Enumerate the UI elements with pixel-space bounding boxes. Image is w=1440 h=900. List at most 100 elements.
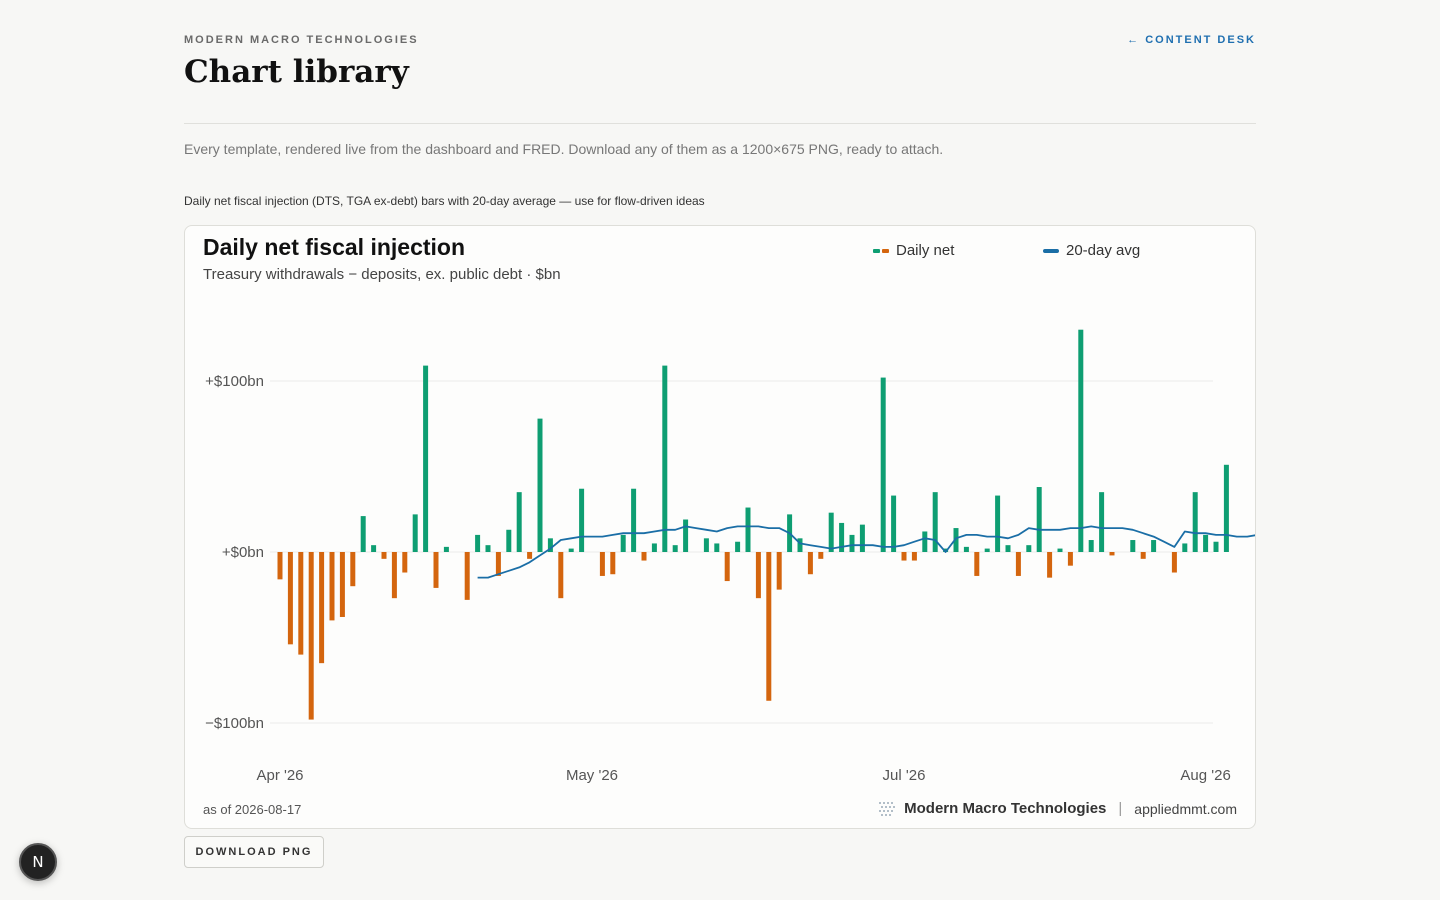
bar-daily-net [631, 488, 637, 552]
bar-daily-net [922, 531, 928, 552]
bar-daily-net [974, 552, 980, 576]
x-tick-label: Apr '26 [256, 767, 303, 784]
n-logo-icon: N [32, 853, 44, 871]
bar-daily-net [859, 524, 865, 552]
bar-daily-net [1192, 492, 1198, 552]
chart-subtitle: Treasury withdrawals − deposits, ex. pub… [203, 266, 561, 283]
bar-daily-net [766, 552, 772, 701]
bar-daily-net [339, 552, 345, 617]
bar-daily-net [1182, 543, 1188, 552]
bar-daily-net [506, 529, 512, 552]
bar-daily-net [776, 552, 782, 590]
bar-daily-net [1026, 545, 1032, 552]
bar-daily-net [485, 545, 491, 552]
bar-daily-net [298, 552, 304, 655]
bar-daily-net [880, 377, 886, 552]
bar-daily-net [703, 538, 709, 552]
y-tick-label: +$0bn [222, 544, 264, 561]
bar-daily-net [537, 418, 543, 552]
y-tick-label: −$100bn [205, 715, 264, 732]
bar-daily-net [360, 516, 366, 552]
bar-daily-net [381, 552, 387, 559]
brand-footer: Modern Macro Technologies | appliedmmt.c… [878, 800, 1237, 817]
bar-daily-net [1099, 492, 1105, 552]
bar-daily-net [662, 365, 668, 552]
bar-daily-net [735, 541, 741, 552]
bar-daily-net [277, 552, 283, 580]
header-divider [184, 123, 1256, 124]
bar-daily-net [724, 552, 730, 582]
bar-daily-net [995, 495, 1001, 552]
bar-daily-net [423, 365, 429, 552]
bar-daily-net [641, 552, 647, 561]
bar-daily-net [308, 552, 314, 720]
bar-daily-net [901, 552, 907, 561]
bar-daily-net [1067, 552, 1073, 566]
x-tick-label: May '26 [566, 767, 618, 784]
bar-daily-net [755, 552, 761, 599]
bar-daily-net [818, 552, 824, 559]
as-of-date: as of 2026-08-17 [203, 802, 302, 817]
bar-daily-net [1078, 329, 1084, 552]
bar-daily-net [984, 548, 990, 552]
bar-daily-net [350, 552, 356, 587]
bar-daily-net [464, 552, 470, 600]
bar-daily-net [932, 492, 938, 552]
bar-daily-net [807, 552, 813, 575]
content-desk-link[interactable]: ← CONTENT DESK [1127, 34, 1256, 46]
bar-daily-net [714, 543, 720, 552]
bar-daily-net [1057, 548, 1063, 552]
bar-daily-net [1088, 540, 1094, 552]
bar-daily-net [1140, 552, 1146, 559]
dev-tools-button[interactable]: N [19, 843, 57, 881]
bar-daily-net [329, 552, 335, 621]
brand-separator: | [1118, 800, 1123, 817]
download-png-button[interactable]: DOWNLOAD PNG [184, 836, 324, 868]
bar-daily-net [610, 552, 616, 575]
y-tick-label: +$100bn [205, 373, 264, 390]
bar-daily-net [558, 552, 564, 599]
bar-daily-net [953, 528, 959, 552]
bar-daily-net [1130, 540, 1136, 552]
legend-20day-avg-label: 20-day avg [1066, 242, 1141, 259]
bar-daily-net [371, 545, 377, 552]
bar-daily-net [599, 552, 605, 576]
brand-name: Modern Macro Technologies [904, 800, 1107, 817]
bar-daily-net [568, 548, 574, 552]
brand-dots-icon [879, 801, 896, 816]
bar-daily-net [745, 507, 751, 552]
bar-daily-net [849, 534, 855, 552]
bar-daily-net [1015, 552, 1021, 576]
chart-caption: Daily net fiscal injection (DTS, TGA ex-… [184, 194, 705, 208]
bar-daily-net [651, 543, 657, 552]
bar-daily-net [672, 545, 678, 552]
bar-daily-net [402, 552, 408, 573]
bar-daily-net [433, 552, 439, 588]
bar-daily-net [1223, 464, 1229, 552]
bar-daily-net [963, 546, 969, 552]
x-tick-label: Jul '26 [883, 767, 926, 784]
bar-daily-net [516, 492, 522, 552]
bar-daily-net [797, 538, 803, 552]
bar-daily-net [1213, 541, 1219, 552]
x-tick-label: Aug '26 [1180, 767, 1230, 784]
bar-daily-net [943, 548, 949, 552]
bar-daily-net [1151, 540, 1157, 552]
bar-daily-net [1005, 545, 1011, 552]
legend-daily-net: Daily net [873, 242, 954, 259]
bar-daily-net [1203, 534, 1209, 552]
bar-daily-net [1109, 552, 1115, 556]
chart-plot: +$100bn +$0bn −$100bn Apr '26 May '26 Jul '26… [205, 329, 1255, 784]
bar-daily-net [319, 552, 325, 664]
daily-net-swatch-icon [873, 248, 889, 253]
brand-url: appliedmmt.com [1134, 800, 1237, 817]
intro-text: Every template, rendered live from the d… [184, 141, 944, 157]
chart-card: +$100bn +$0bn −$100bn Apr '26 May '26 Jul '26… [184, 225, 1256, 829]
chart-title: Daily net fiscal injection [203, 234, 466, 260]
bar-daily-net [547, 538, 553, 552]
legend-daily-net-label: Daily net [896, 242, 955, 259]
bar-daily-net [828, 512, 834, 552]
bar-daily-net [391, 552, 397, 599]
bar-daily-net [911, 552, 917, 561]
bar-daily-net [443, 546, 449, 552]
